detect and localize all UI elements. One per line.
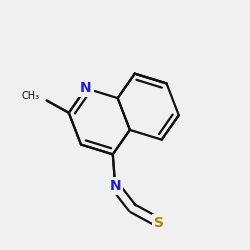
Text: S: S — [154, 216, 164, 230]
Text: N: N — [80, 81, 92, 95]
Text: CH₃: CH₃ — [21, 91, 40, 101]
Text: N: N — [110, 179, 121, 193]
